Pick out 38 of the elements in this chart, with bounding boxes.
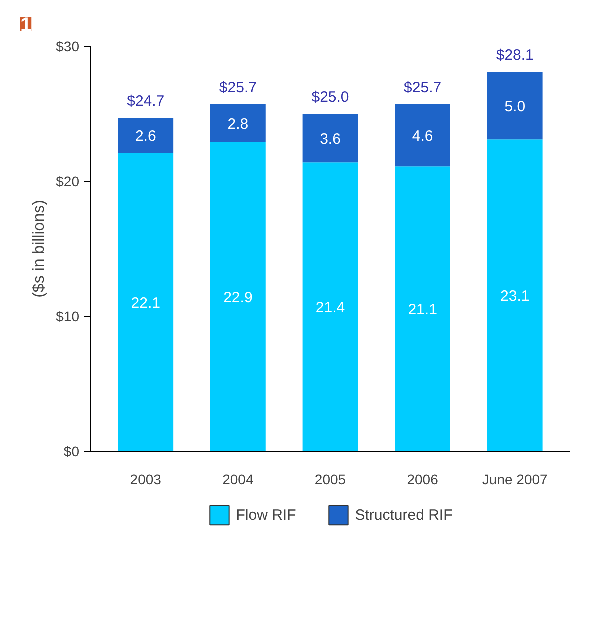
y-tick-label: $0 [64,444,80,460]
bar [210,142,266,452]
total-label: $25.7 [219,80,257,97]
legend-label: Flow RIF [236,506,296,524]
total-label: $25.0 [312,89,350,106]
data-label: 22.1 [131,294,160,312]
legend-label: Structured RIF [355,506,453,524]
x-tick-label: 2004 [222,472,254,488]
data-label: 21.4 [316,300,346,317]
total-label: $25.7 [404,80,442,97]
bar [395,166,450,452]
total-label: $24.7 [127,93,165,110]
data-label: 2.8 [228,116,249,133]
data-label: 23.1 [500,288,530,306]
x-tick-label: 2006 [407,472,439,488]
bar [302,162,358,452]
x-tick-label: 2005 [314,472,346,488]
text: 1 [20,14,32,36]
data-label: 21.1 [408,302,438,319]
y-tick-label: $10 [56,308,80,324]
bar [210,104,266,142]
x-tick-label: 2003 [130,472,162,488]
data-label: 4.6 [412,128,434,146]
data-label: 3.6 [320,130,341,148]
bar [302,114,358,163]
data-label: 5.0 [504,98,526,116]
total-label: $28.1 [496,47,534,64]
bar [487,72,543,140]
bar [487,140,543,452]
bar [118,153,174,452]
y-tick-label: $20 [56,174,80,190]
y-tick-label: $30 [56,38,80,54]
data-label: 22.9 [224,289,253,306]
data-label: 2.6 [135,128,156,146]
bar [395,104,450,167]
bar [118,118,174,154]
y-axis-title: ($s in billions) [31,200,48,298]
x-tick-label: June 2007 [482,472,548,488]
